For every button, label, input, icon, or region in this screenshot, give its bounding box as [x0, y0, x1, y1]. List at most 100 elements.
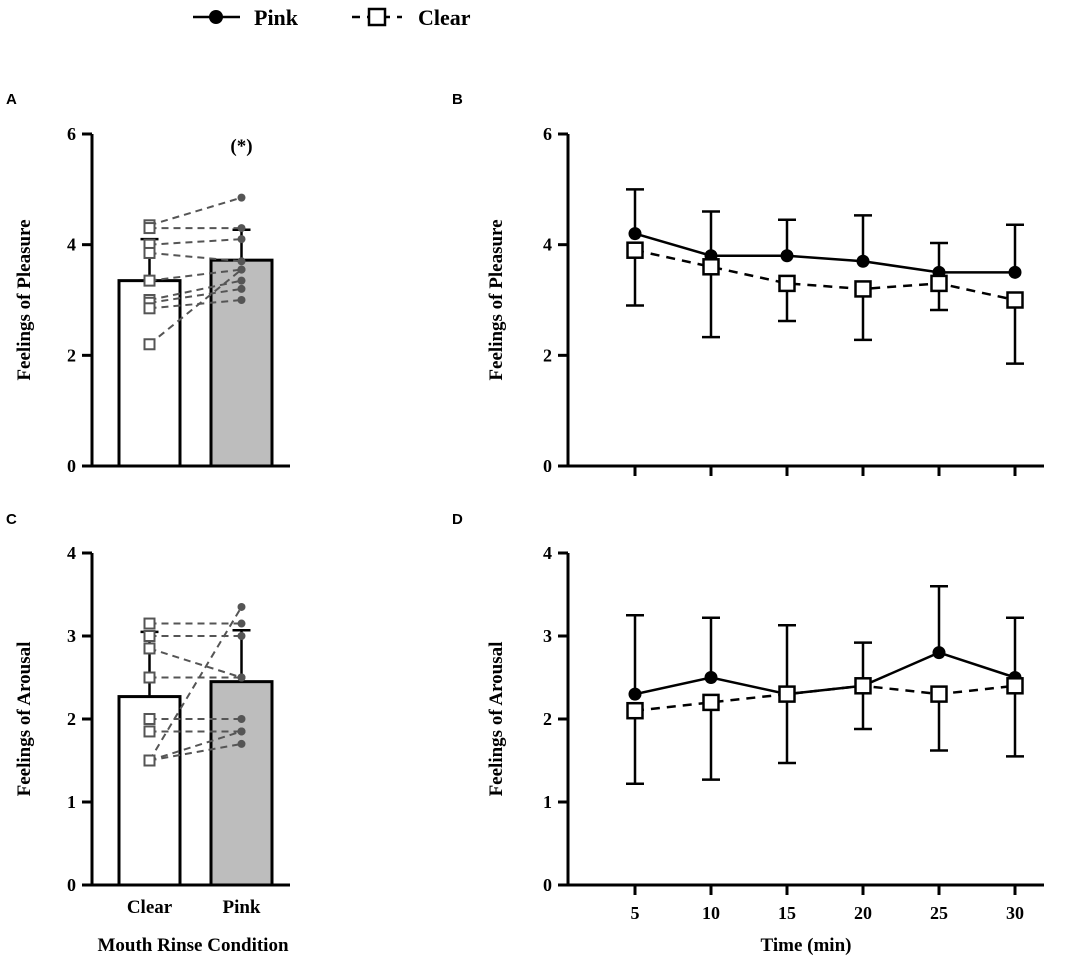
individual-clear-point [143, 754, 156, 767]
legend-clear-label: Clear [418, 5, 471, 30]
individual-line [149, 251, 242, 263]
series-line-pink [634, 232, 1015, 274]
panel-label: B [452, 91, 463, 108]
x-tick-label: 30 [1006, 903, 1024, 923]
individual-line [148, 606, 243, 762]
y-tick-label: 0 [67, 875, 76, 895]
individual-line [148, 268, 243, 346]
individual-line [149, 268, 242, 282]
y-axis-label: Feelings of Arousal [486, 642, 507, 797]
data-point-pink [1008, 265, 1022, 279]
individual-line [149, 742, 242, 762]
y-axis-label: Feelings of Pleasure [486, 219, 507, 380]
y-tick-label: 0 [543, 875, 552, 895]
y-tick-label: 2 [543, 709, 552, 729]
y-tick-label: 4 [67, 235, 76, 255]
x-tick-label: 25 [930, 903, 948, 923]
y-tick-label: 6 [543, 124, 552, 144]
y-tick-label: 2 [543, 345, 552, 365]
panel-c: C 0 1 2 3 4 Feelings of Arousal Clear Pink Mouth … [6, 511, 290, 956]
individual-line [149, 238, 242, 246]
data-point-pink [628, 227, 642, 241]
data-point-clear [854, 677, 872, 695]
data-point-clear [930, 274, 948, 293]
x-tick-label: 5 [631, 903, 640, 923]
data-point-pink [780, 249, 794, 263]
individual-pink-point [237, 715, 246, 723]
data-point-pink [628, 687, 642, 701]
data-point-clear [778, 274, 796, 293]
individual-clear-point [143, 630, 156, 642]
individual-line [149, 279, 242, 301]
y-axis-label: Feelings of Arousal [14, 642, 35, 797]
individual-clear-point [143, 671, 156, 684]
x-axis-label: Mouth Rinse Condition [97, 935, 289, 956]
x-axis-label: Time (min) [761, 935, 852, 956]
individual-pink-point [237, 193, 246, 202]
panel-b: B 0 2 4 6 Feelings of Pleasure [452, 91, 1044, 476]
data-point-clear [626, 241, 644, 259]
individual-pink-point [237, 673, 246, 682]
series-line-pink [634, 651, 1016, 696]
panel-label: A [6, 91, 17, 108]
data-point-pink [932, 646, 946, 660]
legend-pink-label: Pink [254, 5, 299, 30]
y-tick-label: 1 [543, 792, 552, 812]
series-line-clear [634, 248, 1016, 302]
data-point-clear [1006, 677, 1024, 695]
bar-pink [209, 680, 274, 887]
individual-clear-point [143, 246, 156, 259]
x-tick-label: 15 [778, 903, 796, 923]
individual-line [149, 647, 242, 679]
y-tick-label: 1 [67, 792, 76, 812]
individual-pink-point [237, 265, 246, 274]
panel-d: D 0 1 2 3 4 Feelings of Arousal 5 10 15 20 25 30 Time… [452, 511, 1044, 956]
y-tick-label: 4 [543, 543, 552, 563]
data-point-pink [704, 671, 718, 684]
y-tick-label: 4 [543, 235, 552, 255]
y-tick-label: 3 [543, 626, 552, 646]
data-point-clear [1006, 291, 1024, 309]
individual-line [149, 730, 242, 762]
individual-pink-point [237, 276, 246, 285]
panel-label: C [6, 511, 17, 528]
individual-clear-point [143, 713, 156, 725]
individual-line [149, 196, 242, 227]
legend-pink-marker [209, 10, 223, 24]
bar-pink [209, 258, 274, 468]
y-tick-label: 4 [67, 543, 76, 563]
x-category-label: Clear [127, 897, 173, 918]
y-tick-label: 0 [67, 456, 76, 476]
individual-pink-point [237, 727, 246, 736]
x-tick-label: 10 [702, 903, 720, 923]
panel-label: D [452, 511, 463, 528]
panel-a: A 0 2 4 6 Feelings of Pleasure (*) [6, 91, 290, 476]
legend-clear-marker [367, 7, 387, 27]
individual-pink-point [237, 602, 246, 611]
data-point-clear [778, 685, 796, 703]
individual-pink-point [237, 739, 246, 748]
y-tick-label: 2 [67, 709, 76, 729]
individual-clear-point [143, 617, 156, 630]
y-tick-label: 6 [67, 124, 76, 144]
y-tick-label: 2 [67, 345, 76, 365]
individual-clear-point [143, 274, 156, 287]
individual-clear-point [143, 725, 156, 738]
y-tick-label: 0 [543, 456, 552, 476]
individual-pink-point [237, 224, 246, 233]
x-tick-label: 20 [854, 903, 872, 923]
legend: Pink Clear [193, 5, 471, 30]
individual-clear-point [143, 338, 156, 351]
y-tick-label: 3 [67, 626, 76, 646]
x-category-label: Pink [222, 897, 260, 918]
individual-line [149, 287, 242, 304]
individual-pink-point [237, 632, 246, 640]
individual-pink-point [237, 235, 246, 244]
individual-pink-point [237, 619, 246, 628]
significance-annotation: (*) [230, 136, 252, 157]
data-point-clear [702, 693, 720, 712]
individual-pink-point [237, 284, 246, 293]
data-point-clear [626, 701, 644, 720]
data-point-pink [856, 254, 870, 268]
